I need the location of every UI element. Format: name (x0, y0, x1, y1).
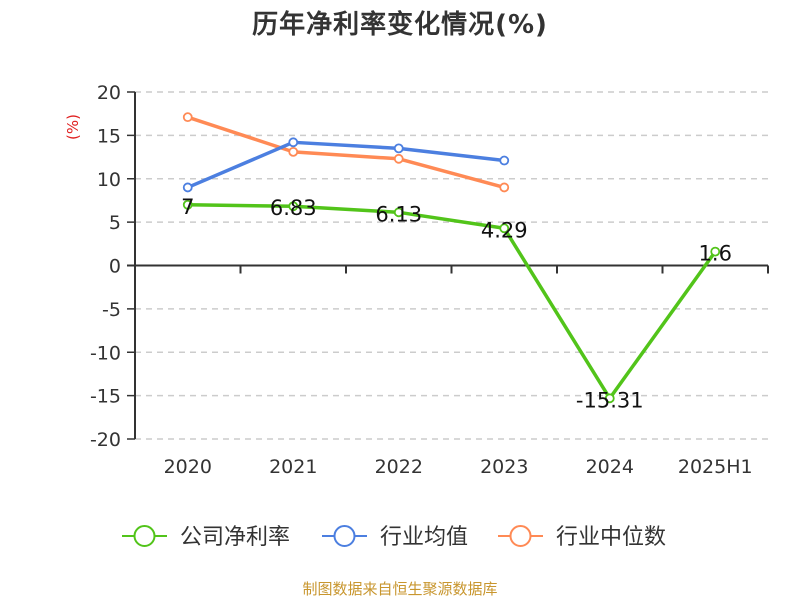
legend-marker-icon[interactable] (333, 525, 356, 547)
y-tick-label: -15 (90, 386, 121, 408)
data-label: 1.6 (699, 242, 732, 266)
y-tick-label: 15 (97, 125, 121, 147)
y-axis-unit: (%) (64, 114, 82, 140)
data-point[interactable] (182, 199, 193, 210)
x-tick-label: 2021 (269, 456, 317, 478)
data-point[interactable] (288, 201, 299, 212)
data-point[interactable] (499, 155, 510, 166)
data-point[interactable] (288, 137, 299, 148)
source-note: 制图数据来自恒生聚源数据库 (302, 580, 498, 598)
data-point[interactable] (499, 182, 510, 193)
data-point[interactable] (393, 143, 404, 154)
x-tick-label: 2022 (375, 456, 423, 478)
x-tick-label: 2025H1 (678, 456, 753, 478)
legend-label[interactable]: 公司净利率 (180, 525, 290, 550)
data-point[interactable] (710, 246, 721, 257)
series-line (187, 140, 505, 190)
y-tick-label: 10 (97, 169, 121, 191)
y-tick-label: 0 (109, 256, 121, 278)
data-label: 7 (181, 195, 194, 219)
legend-label[interactable]: 行业均值 (380, 525, 468, 550)
data-point[interactable] (182, 182, 193, 193)
legend-marker-icon[interactable] (509, 525, 532, 547)
legend-label[interactable]: 行业中位数 (556, 525, 666, 550)
series-line (187, 115, 505, 190)
legend-marker-icon[interactable] (133, 525, 156, 547)
data-label: 4.29 (481, 218, 528, 242)
data-point[interactable] (499, 223, 510, 234)
y-tick-label: -5 (102, 299, 121, 321)
data-label: 6.13 (375, 202, 422, 226)
data-label: -15.31 (576, 388, 644, 412)
data-point[interactable] (288, 146, 299, 157)
y-tick-label: 20 (97, 82, 121, 104)
x-tick-label: 2024 (586, 456, 634, 478)
y-tick-label: 5 (109, 212, 121, 234)
data-point[interactable] (393, 153, 404, 164)
x-tick-label: 2023 (480, 456, 528, 478)
data-point[interactable] (393, 207, 404, 218)
chart-title: 历年净利率变化情况(%) (252, 10, 548, 40)
data-point[interactable] (182, 112, 193, 123)
data-label: 6.83 (270, 196, 317, 220)
series-line (187, 203, 717, 401)
y-tick-label: -10 (90, 342, 121, 364)
y-tick-label: -20 (90, 429, 121, 451)
x-tick-label: 2020 (164, 456, 212, 478)
data-point[interactable] (604, 393, 615, 404)
